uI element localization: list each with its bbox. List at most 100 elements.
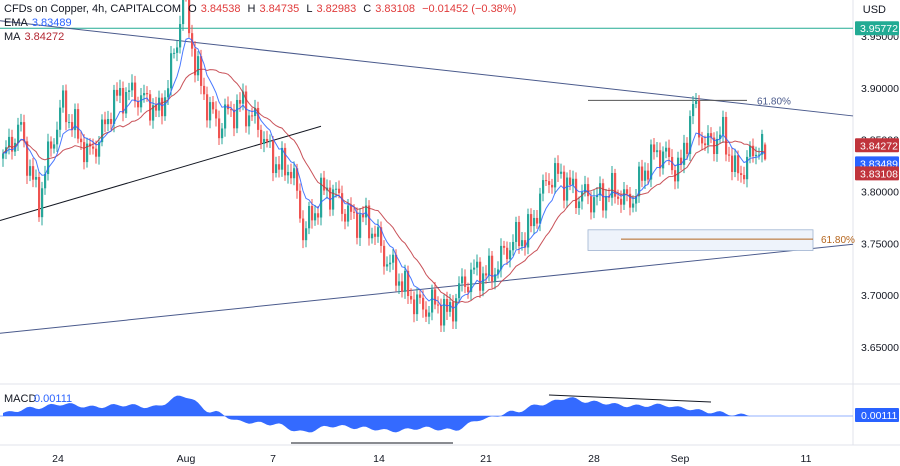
candle-body: [194, 48, 197, 76]
candle-body: [398, 281, 401, 286]
candle-body: [341, 193, 344, 214]
candle-body: [290, 171, 293, 179]
candle-body: [425, 309, 428, 317]
candle-body: [80, 138, 83, 143]
candle-body: [104, 119, 107, 125]
currency-label[interactable]: USD: [862, 4, 886, 16]
candle-body: [410, 296, 413, 300]
candle-body: [731, 155, 734, 172]
candle-body: [653, 144, 656, 153]
candle-body: [56, 129, 59, 145]
candle-body: [29, 166, 32, 176]
candle-body: [86, 143, 89, 163]
candle-body: [443, 299, 446, 326]
candle-body: [545, 180, 548, 182]
candle-body: [71, 122, 74, 131]
candle-body: [182, 0, 185, 25]
candle-body: [197, 56, 200, 76]
candle-body: [266, 138, 269, 142]
candle-body: [164, 97, 167, 117]
candle-body: [149, 94, 152, 121]
candle-body: [515, 221, 518, 242]
candle-body: [710, 133, 713, 138]
candle-body: [395, 254, 398, 286]
candle-body: [641, 166, 644, 181]
ma-value: 3.84272: [24, 31, 65, 43]
open-label: O: [188, 3, 197, 15]
candle-body: [323, 177, 326, 191]
candle-body: [707, 133, 710, 146]
price-tick-label: 3.70000: [861, 290, 899, 302]
candle-body: [533, 217, 536, 227]
candle-body: [278, 164, 281, 170]
candle-body: [539, 193, 542, 224]
candle-body: [23, 122, 26, 142]
candle-body: [482, 273, 485, 291]
candle-body: [239, 99, 242, 104]
candle-body: [704, 143, 707, 146]
candle-body: [353, 211, 356, 213]
candle-body: [563, 171, 566, 201]
price-badge: [855, 21, 899, 36]
candle-body: [356, 212, 359, 238]
candle-body: [485, 273, 488, 276]
candle-body: [647, 170, 650, 180]
time-tick-label: 21: [480, 453, 492, 465]
candle-body: [77, 109, 80, 139]
candle-body: [746, 156, 749, 180]
candle-body: [134, 82, 137, 102]
candle-body: [320, 177, 323, 218]
candle-body: [230, 109, 233, 111]
candle-body: [59, 107, 62, 130]
candle-body: [626, 189, 629, 194]
candle-body: [209, 102, 212, 121]
candle-body: [566, 177, 569, 201]
candle-body: [560, 171, 563, 174]
candle-body: [383, 245, 386, 267]
price-tick-label: 3.90000: [861, 83, 899, 95]
candle-body: [329, 187, 332, 210]
candle-body: [26, 141, 29, 176]
candle-body: [272, 140, 275, 174]
candle-body: [338, 188, 341, 194]
candle-body: [659, 150, 662, 169]
macd-label: MACD: [4, 393, 36, 405]
candle-body: [614, 172, 617, 197]
candle-body: [350, 205, 353, 212]
candle-body: [50, 141, 53, 149]
candle-body: [461, 276, 464, 284]
candle-body: [449, 302, 452, 312]
candle-body: [281, 147, 284, 170]
candle-body: [722, 116, 725, 135]
candle-body: [365, 205, 368, 218]
candle-body: [593, 197, 596, 213]
candle-body: [317, 213, 320, 218]
price-badge-label: 3.84272: [860, 140, 898, 152]
candle-body: [413, 299, 416, 315]
candle-body: [386, 264, 389, 267]
macd-divergence-upper: [548, 394, 712, 403]
candle-body: [152, 105, 155, 121]
macd-badge: [855, 408, 899, 422]
candle-body: [233, 109, 236, 129]
candle-body: [38, 176, 41, 218]
candle-body: [218, 118, 221, 139]
candle-body: [470, 269, 473, 293]
candle-body: [200, 56, 203, 86]
ma-line: [2, 68, 766, 303]
candle-body: [155, 105, 158, 111]
candle-body: [620, 198, 623, 205]
candle-body: [464, 276, 467, 287]
candle-body: [632, 203, 635, 208]
ma-legend[interactable]: MA 3.84272: [4, 31, 68, 43]
ema-legend[interactable]: EMA 3.83489: [4, 17, 76, 29]
candle-body: [671, 156, 674, 171]
candle-body: [62, 90, 65, 108]
candle-body: [284, 147, 287, 176]
candle-body: [314, 213, 317, 221]
price-badge-label: 3.95772: [860, 23, 898, 35]
candle-body: [479, 261, 482, 291]
candle-body: [554, 163, 557, 188]
candle-body: [179, 24, 182, 48]
